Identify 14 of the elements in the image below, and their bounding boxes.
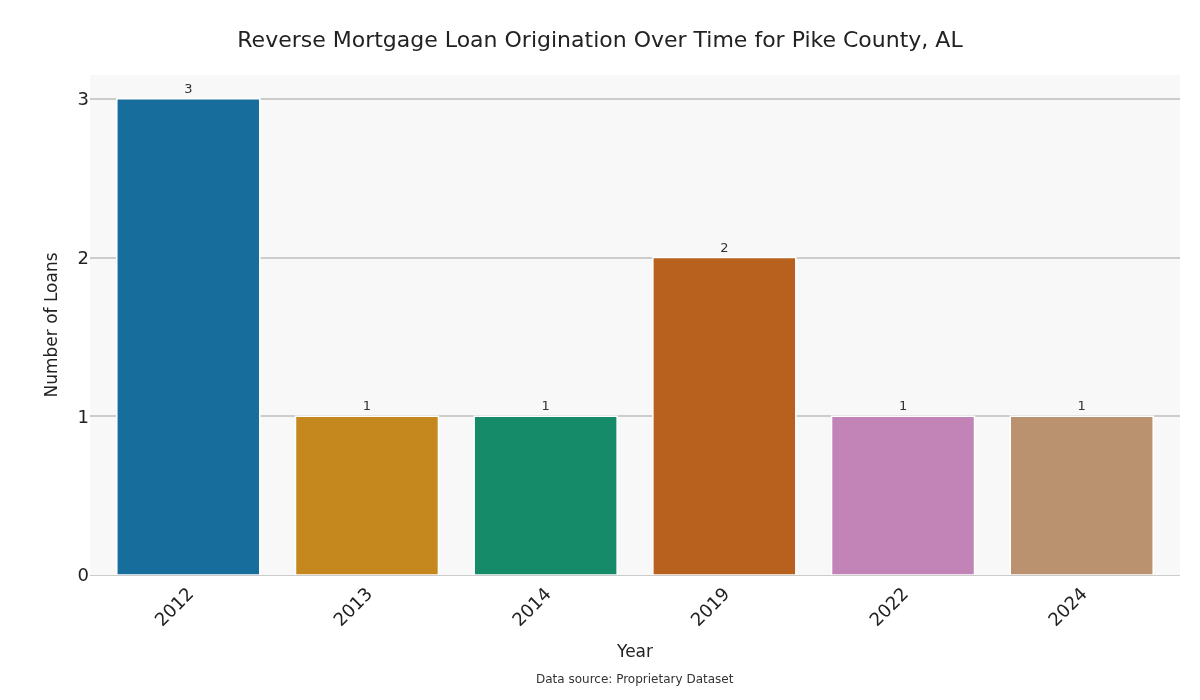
y-tick-label: 3 <box>77 88 89 110</box>
chart-title: Reverse Mortgage Loan Origination Over Time for Pike County, AL <box>237 26 964 52</box>
y-tick-label: 2 <box>77 246 89 268</box>
data-label: 1 <box>898 398 908 414</box>
source-note: Data source: Proprietary Dataset <box>536 672 734 686</box>
data-label: 2 <box>720 239 729 255</box>
data-label: 1 <box>1077 398 1086 414</box>
y-tick-label: 1 <box>77 405 89 427</box>
data-label: 1 <box>541 398 550 414</box>
data-label: 1 <box>362 398 372 414</box>
x-axis-title: Year <box>616 640 653 661</box>
data-label: 3 <box>184 80 193 96</box>
y-axis-title: Number of Loans <box>41 252 62 398</box>
y-tick-label: 0 <box>77 564 89 586</box>
